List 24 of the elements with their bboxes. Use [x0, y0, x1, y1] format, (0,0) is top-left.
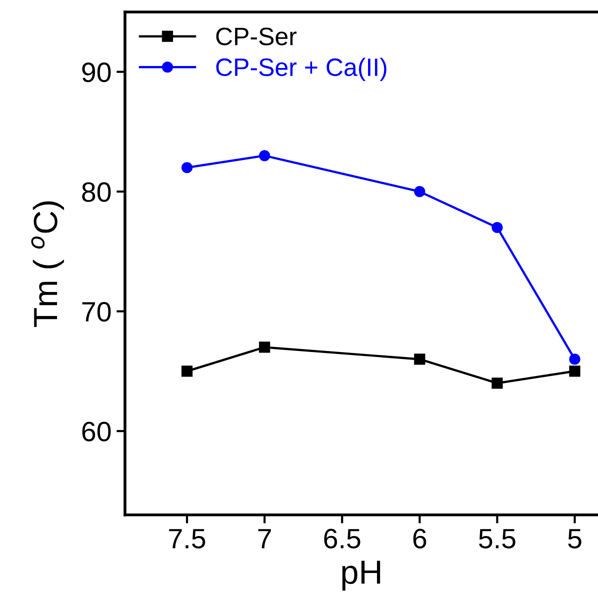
x-tick-label: 6.5 [324, 528, 360, 548]
point [569, 354, 580, 365]
legend-label: CP-Ser + Ca(II) [216, 58, 386, 82]
x-tick-label: 7.5 [169, 529, 206, 548]
y-tick-label: 90 [82, 62, 111, 82]
y-tick-label: 70 [82, 302, 111, 322]
x-tick-label: 7 [258, 529, 271, 548]
x-tick-label: 6 [413, 528, 426, 548]
point [569, 366, 580, 377]
point [414, 354, 426, 365]
point [181, 162, 193, 174]
x-tick-label: 5 [568, 529, 582, 548]
y-tick-label: 60 [82, 422, 111, 442]
point [492, 378, 503, 389]
point [492, 222, 503, 234]
point [181, 366, 193, 377]
point [259, 342, 270, 353]
legend-label: CP-Ser [216, 28, 297, 46]
point [414, 186, 426, 198]
y-tick-label: 80 [82, 182, 111, 202]
y-axis-title: Tm ( $^{o}$C) [31, 201, 64, 327]
x-axis-title: pH [342, 560, 380, 591]
x-tick-label: 5.5 [479, 529, 516, 548]
point [259, 150, 270, 162]
